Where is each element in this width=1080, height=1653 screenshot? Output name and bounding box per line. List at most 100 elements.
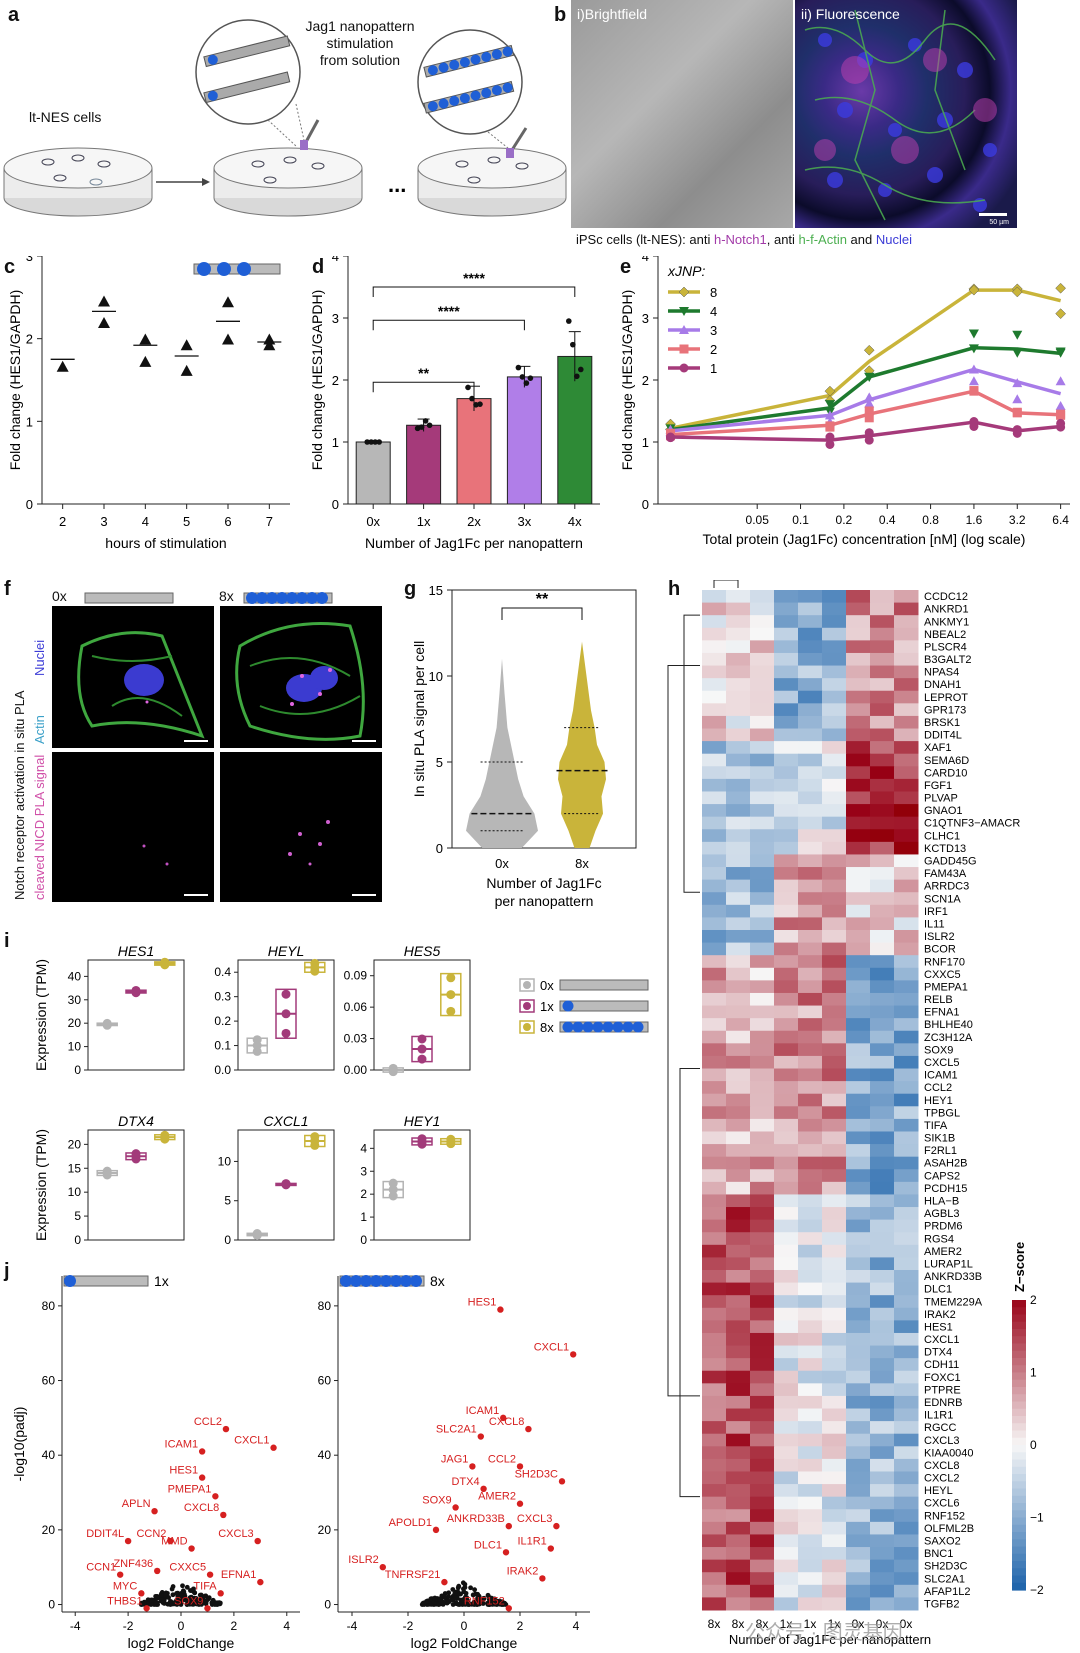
heatmap-cell xyxy=(846,1370,871,1384)
gene-label: PCDH15 xyxy=(924,1183,967,1195)
data-point xyxy=(527,375,534,381)
heatmap-cell xyxy=(774,1547,799,1561)
heatmap-cell xyxy=(726,1584,751,1598)
colorbar-segment xyxy=(1012,1336,1026,1345)
heatmap-cell xyxy=(846,728,871,742)
heatmap-cell xyxy=(750,1421,775,1435)
data-point xyxy=(368,439,374,445)
heatmap-cell xyxy=(798,766,823,780)
heatmap-cell xyxy=(822,640,847,654)
gene-point xyxy=(153,1600,159,1606)
heatmap-cell xyxy=(822,615,847,629)
x-tick-label: 2 xyxy=(59,514,66,529)
heatmap-cell xyxy=(822,1559,847,1573)
heatmap-cell xyxy=(726,955,751,969)
heatmap-cell xyxy=(750,1244,775,1258)
heatmap-cell xyxy=(774,1194,799,1208)
heatmap-cell xyxy=(774,904,799,918)
heatmap-cell xyxy=(774,1181,799,1195)
heatmap-cell xyxy=(870,930,895,944)
heatmap-cell xyxy=(750,1433,775,1447)
data-point xyxy=(98,316,110,328)
heatmap-cell xyxy=(702,766,727,780)
heatmap-cell xyxy=(774,1005,799,1019)
significant-gene xyxy=(502,1549,510,1556)
heatmap-cell xyxy=(726,1043,751,1057)
x-tick-label: 2x xyxy=(467,514,481,529)
colorbar-segment xyxy=(1012,1329,1026,1337)
heatmap-cell xyxy=(894,1572,919,1586)
column-label: 0x xyxy=(852,1617,865,1631)
heatmap-cell xyxy=(750,1169,775,1183)
heatmap-cell xyxy=(702,1144,727,1158)
heatmap-cell xyxy=(894,854,919,868)
heatmap-cell xyxy=(822,690,847,704)
x-tick-label: -2 xyxy=(403,1619,414,1633)
heatmap-cell xyxy=(870,602,895,616)
heatmap-cell xyxy=(798,1534,823,1548)
series-line xyxy=(670,420,1061,442)
heatmap-cell xyxy=(894,1093,919,1107)
gene-label: CXCL3 xyxy=(517,1513,552,1525)
gene-point xyxy=(203,1600,209,1606)
heatmap-cell xyxy=(894,804,919,818)
heatmap-cell xyxy=(846,829,871,843)
x-axis-label: log2 FoldChange xyxy=(411,1635,518,1651)
heatmap-cell xyxy=(750,778,775,792)
legend-dot xyxy=(523,1023,531,1031)
x-axis-label-2: per nanopattern xyxy=(495,893,594,909)
significant-gene xyxy=(441,1578,448,1586)
heatmap-cell xyxy=(894,1144,919,1158)
heatmap-cell xyxy=(822,1484,847,1498)
heatmap-cell xyxy=(798,1156,823,1170)
legend-jag1-dot xyxy=(562,1021,574,1033)
gene-label: SH2D3C xyxy=(924,1561,967,1573)
heatmap-cell xyxy=(702,816,727,830)
gene-label: OLFML2B xyxy=(924,1523,974,1535)
heatmap-cell xyxy=(702,980,727,994)
gene-label: SIK1B xyxy=(924,1133,955,1145)
heatmap-cell xyxy=(846,1244,871,1258)
x-tick-label: -4 xyxy=(347,1619,358,1633)
row-dendrogram xyxy=(683,614,700,893)
legend-jag1-dot xyxy=(622,1021,634,1033)
heatmap-cell xyxy=(702,1484,727,1498)
heatmap-cell xyxy=(822,1320,847,1334)
heatmap-cell xyxy=(870,942,895,956)
y-tick-label: 40 xyxy=(68,969,82,983)
y-tick-label: 60 xyxy=(318,1374,332,1388)
heatmap-cell xyxy=(870,791,895,805)
heatmap-cell xyxy=(702,904,727,918)
heatmap-cell xyxy=(774,1559,799,1573)
y-axis-label: Fold change (HES1/GAPDH) xyxy=(7,290,23,471)
heatmap-cell xyxy=(870,1030,895,1044)
plot-frame xyxy=(237,959,335,1071)
gene-point xyxy=(158,1593,164,1598)
gene-label: ICAM1 xyxy=(924,1070,958,1082)
heatmap-cell xyxy=(846,1547,871,1561)
heatmap-cell xyxy=(846,766,871,780)
column-dendrogram xyxy=(713,580,739,588)
heatmap-cell xyxy=(894,590,919,604)
gene-label: CXCL5 xyxy=(924,1057,959,1069)
heatmap-cell xyxy=(894,841,919,855)
heatmap-cell xyxy=(846,816,871,830)
heatmap-cell xyxy=(750,602,775,616)
heatmap-cell xyxy=(894,1244,919,1258)
gene-label: TIFA xyxy=(924,1120,948,1132)
heatmap-cell xyxy=(822,753,847,767)
colorbar-tick: −1 xyxy=(1030,1511,1044,1525)
heatmap-cell xyxy=(798,1395,823,1410)
heatmap-cell xyxy=(894,703,919,717)
heatmap-cell xyxy=(750,1584,775,1598)
y-tick-label: 3 xyxy=(360,1164,367,1178)
heatmap-cell xyxy=(870,615,895,629)
gene-label: BRSK1 xyxy=(924,717,960,729)
heatmap-cell xyxy=(870,1521,895,1535)
significant-gene xyxy=(270,1444,277,1451)
gene-label: NBEAL2 xyxy=(924,629,966,641)
heatmap-cell xyxy=(846,892,871,906)
heatmap-cell xyxy=(822,992,847,1007)
heatmap-cell xyxy=(894,992,919,1007)
y-tick-label: 80 xyxy=(42,1299,56,1313)
